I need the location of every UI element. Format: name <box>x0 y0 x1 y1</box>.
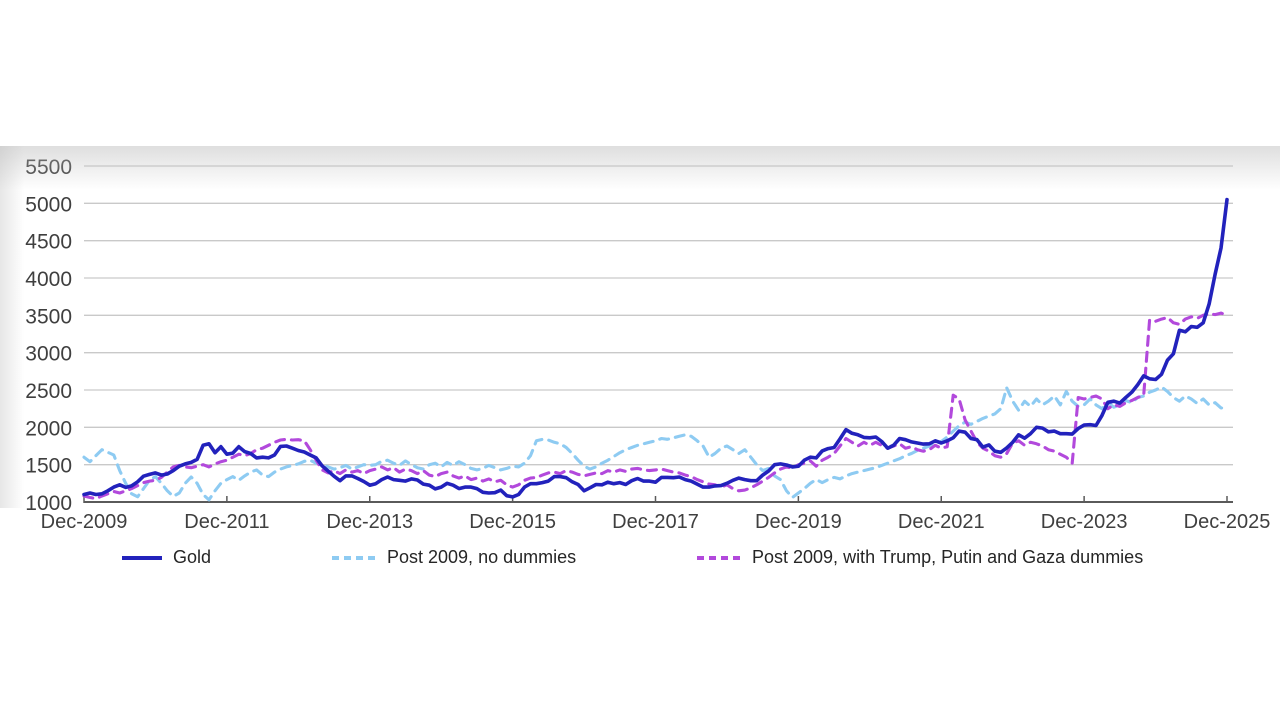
x-axis-tick-label: Dec-2025 <box>1184 511 1271 533</box>
y-axis-tick-label: 5500 <box>25 156 72 179</box>
y-axis-tick-label: 4500 <box>25 231 72 254</box>
x-axis-tick-label: Dec-2023 <box>1041 511 1128 533</box>
y-axis-tick-label: 3500 <box>25 305 72 328</box>
y-axis-tick-label: 1500 <box>25 455 72 478</box>
x-axis-tick-label: Dec-2013 <box>326 511 413 533</box>
x-axis-tick-label: Dec-2015 <box>469 511 556 533</box>
legend-label-no-dummies: Post 2009, no dummies <box>387 547 577 567</box>
legend-item-gold: Gold <box>120 547 211 568</box>
x-axis-tick-label: Dec-2019 <box>755 511 842 533</box>
y-axis-tick-label: 5000 <box>25 193 72 216</box>
series-line-0 <box>82 197 1229 499</box>
x-axis-tick-label: Dec-2011 <box>184 511 269 533</box>
legend-label-with-dummies: Post 2009, with Trump, Putin and Gaza du… <box>752 547 1144 567</box>
series-line-1 <box>82 385 1229 502</box>
legend-label-gold: Gold <box>173 547 212 567</box>
legend-item-no-dummies: Post 2009, no dummies <box>330 547 576 568</box>
x-axis-tick-label: Dec-2021 <box>898 511 985 533</box>
y-axis-tick-label: 3000 <box>25 343 72 366</box>
y-axis-tick-label: 1000 <box>25 492 72 515</box>
with-dummies-line-swatch <box>697 555 741 560</box>
series-line-2 <box>82 311 1229 501</box>
x-axis-tick-label: Dec-2017 <box>612 511 699 533</box>
y-axis-tick-label: 4000 <box>25 268 72 291</box>
y-axis-tick-label: 2500 <box>25 380 72 403</box>
y-axis-tick-label: 2000 <box>25 417 72 440</box>
x-axis-tick-label: Dec-2009 <box>41 511 128 533</box>
no-dummies-line-swatch <box>332 555 376 560</box>
legend-item-with-dummies: Post 2009, with Trump, Putin and Gaza du… <box>695 547 1143 568</box>
gold-line-swatch <box>122 555 162 560</box>
chart-legend: Gold Post 2009, no dummies Post 2009, wi… <box>0 0 1280 567</box>
